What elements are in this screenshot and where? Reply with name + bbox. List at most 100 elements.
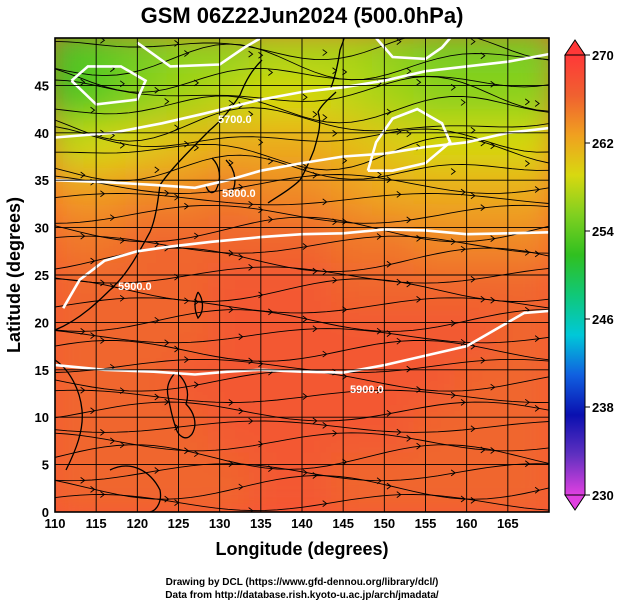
colorbar-bottom-arrow	[564, 494, 586, 511]
wind-arrow	[80, 232, 86, 240]
wind-arrow	[119, 441, 125, 449]
plot-area: 5700.0 5800.0 5900.0 5900.0	[54, 37, 550, 513]
wind-arrow	[386, 260, 392, 268]
wind-arrow	[228, 306, 234, 313]
wind-arrow	[193, 450, 200, 458]
contour-line	[55, 309, 549, 376]
coastline-japan	[267, 91, 337, 204]
wind-arrow	[460, 245, 466, 253]
wind-arrow	[154, 393, 160, 401]
wind-arrow	[154, 467, 160, 474]
colorbar-top-arrow	[564, 39, 586, 56]
wind-arrow	[342, 218, 348, 226]
colorbar-tick-label: 262	[592, 136, 614, 151]
wind-arrow	[450, 168, 456, 175]
wind-arrow	[416, 78, 422, 86]
chart-title: GSM 06Z22Jun2024 (500.0hPa)	[141, 3, 464, 28]
wind-arrow	[238, 407, 244, 415]
wind-arrow	[110, 283, 116, 291]
x-tick-label: 165	[497, 516, 519, 531]
wind-arrow	[450, 469, 456, 477]
wind-arrow	[302, 469, 308, 477]
wind-arrow	[470, 192, 476, 200]
y-axis-label: Latitude (degrees)	[4, 197, 24, 353]
wind-arrow	[80, 477, 86, 484]
wind-arrow	[184, 140, 190, 148]
wind-arrow	[470, 38, 476, 45]
wind-arrow	[406, 130, 412, 138]
wind-arrow	[119, 294, 125, 302]
wind-arrow	[258, 291, 264, 299]
y-tick-label: 5	[42, 458, 49, 473]
wind-arrow	[524, 398, 530, 406]
wind-arrow	[534, 404, 540, 412]
wind-arrow	[154, 166, 160, 174]
wind-arrow	[110, 214, 116, 222]
wind-arrow	[470, 425, 476, 433]
wind-arrow	[416, 386, 422, 393]
y-tick-label: 10	[35, 410, 49, 425]
wind-arrow	[396, 278, 402, 286]
wind-arrow	[193, 232, 200, 240]
wind-arrow	[480, 295, 486, 303]
credit-line-2: Data from http://database.rish.kyoto-u.a…	[165, 590, 439, 601]
wind-arrow	[193, 298, 200, 306]
wind-arrow	[312, 111, 318, 118]
wind-arrow	[193, 79, 200, 87]
wind-arrow	[302, 243, 308, 250]
x-tick-label: 135	[250, 516, 272, 531]
wind-arrow	[268, 308, 274, 316]
wind-arrow	[238, 183, 244, 191]
field-cell	[495, 452, 549, 512]
wind-arrow	[100, 190, 106, 198]
wind-arrow	[322, 49, 328, 56]
wind-arrow	[534, 186, 540, 193]
wind-arrow	[450, 391, 456, 399]
coastline-korea	[205, 157, 221, 194]
wind-arrow	[332, 129, 338, 137]
wind-arrow	[386, 482, 392, 490]
wind-arrow	[248, 417, 254, 425]
wind-arrow	[302, 315, 308, 323]
wind-arrow	[268, 157, 274, 165]
wind-arrow	[396, 491, 402, 498]
wind-arrow	[258, 206, 264, 214]
wind-arrow	[268, 216, 274, 223]
wind-arrow	[248, 50, 254, 58]
coastline-borneo	[109, 465, 162, 512]
y-tick-label: 35	[35, 173, 49, 188]
wind-arrow	[90, 332, 96, 339]
wind-arrow	[248, 200, 254, 208]
wind-arrow	[524, 460, 530, 468]
wind-arrow	[376, 233, 382, 240]
colorbar-tick-label: 246	[592, 312, 614, 327]
wind-arrow	[450, 320, 456, 327]
contour-line	[62, 228, 549, 309]
wind-arrow	[322, 500, 328, 507]
wind-arrow	[342, 157, 348, 165]
grid-lines	[55, 38, 549, 512]
wind-arrow	[406, 67, 412, 75]
wind-arrow	[248, 507, 254, 512]
x-tick-label: 130	[209, 516, 231, 531]
wind-arrow	[416, 296, 422, 303]
plot-frame	[54, 37, 550, 513]
wind-arrow	[534, 250, 540, 258]
x-tick-label: 110	[45, 516, 66, 531]
y-tick-label: 25	[35, 268, 49, 283]
wind-arrow	[100, 279, 106, 287]
wind-arrow	[534, 335, 540, 343]
wind-arrow	[376, 171, 382, 178]
wind-arrow	[193, 144, 200, 152]
wind-arrow	[238, 483, 244, 491]
wind-arrow	[90, 486, 96, 493]
contour-label-5900-east: 5900.0	[350, 384, 384, 396]
wind-arrow	[268, 465, 274, 472]
contour-label-5700: 5700.0	[218, 114, 252, 126]
wind-arrow	[342, 372, 348, 380]
wind-arrow	[154, 240, 160, 248]
wind-arrow	[258, 51, 264, 59]
x-tick-label: 125	[168, 516, 190, 531]
wind-arrow	[342, 68, 348, 76]
